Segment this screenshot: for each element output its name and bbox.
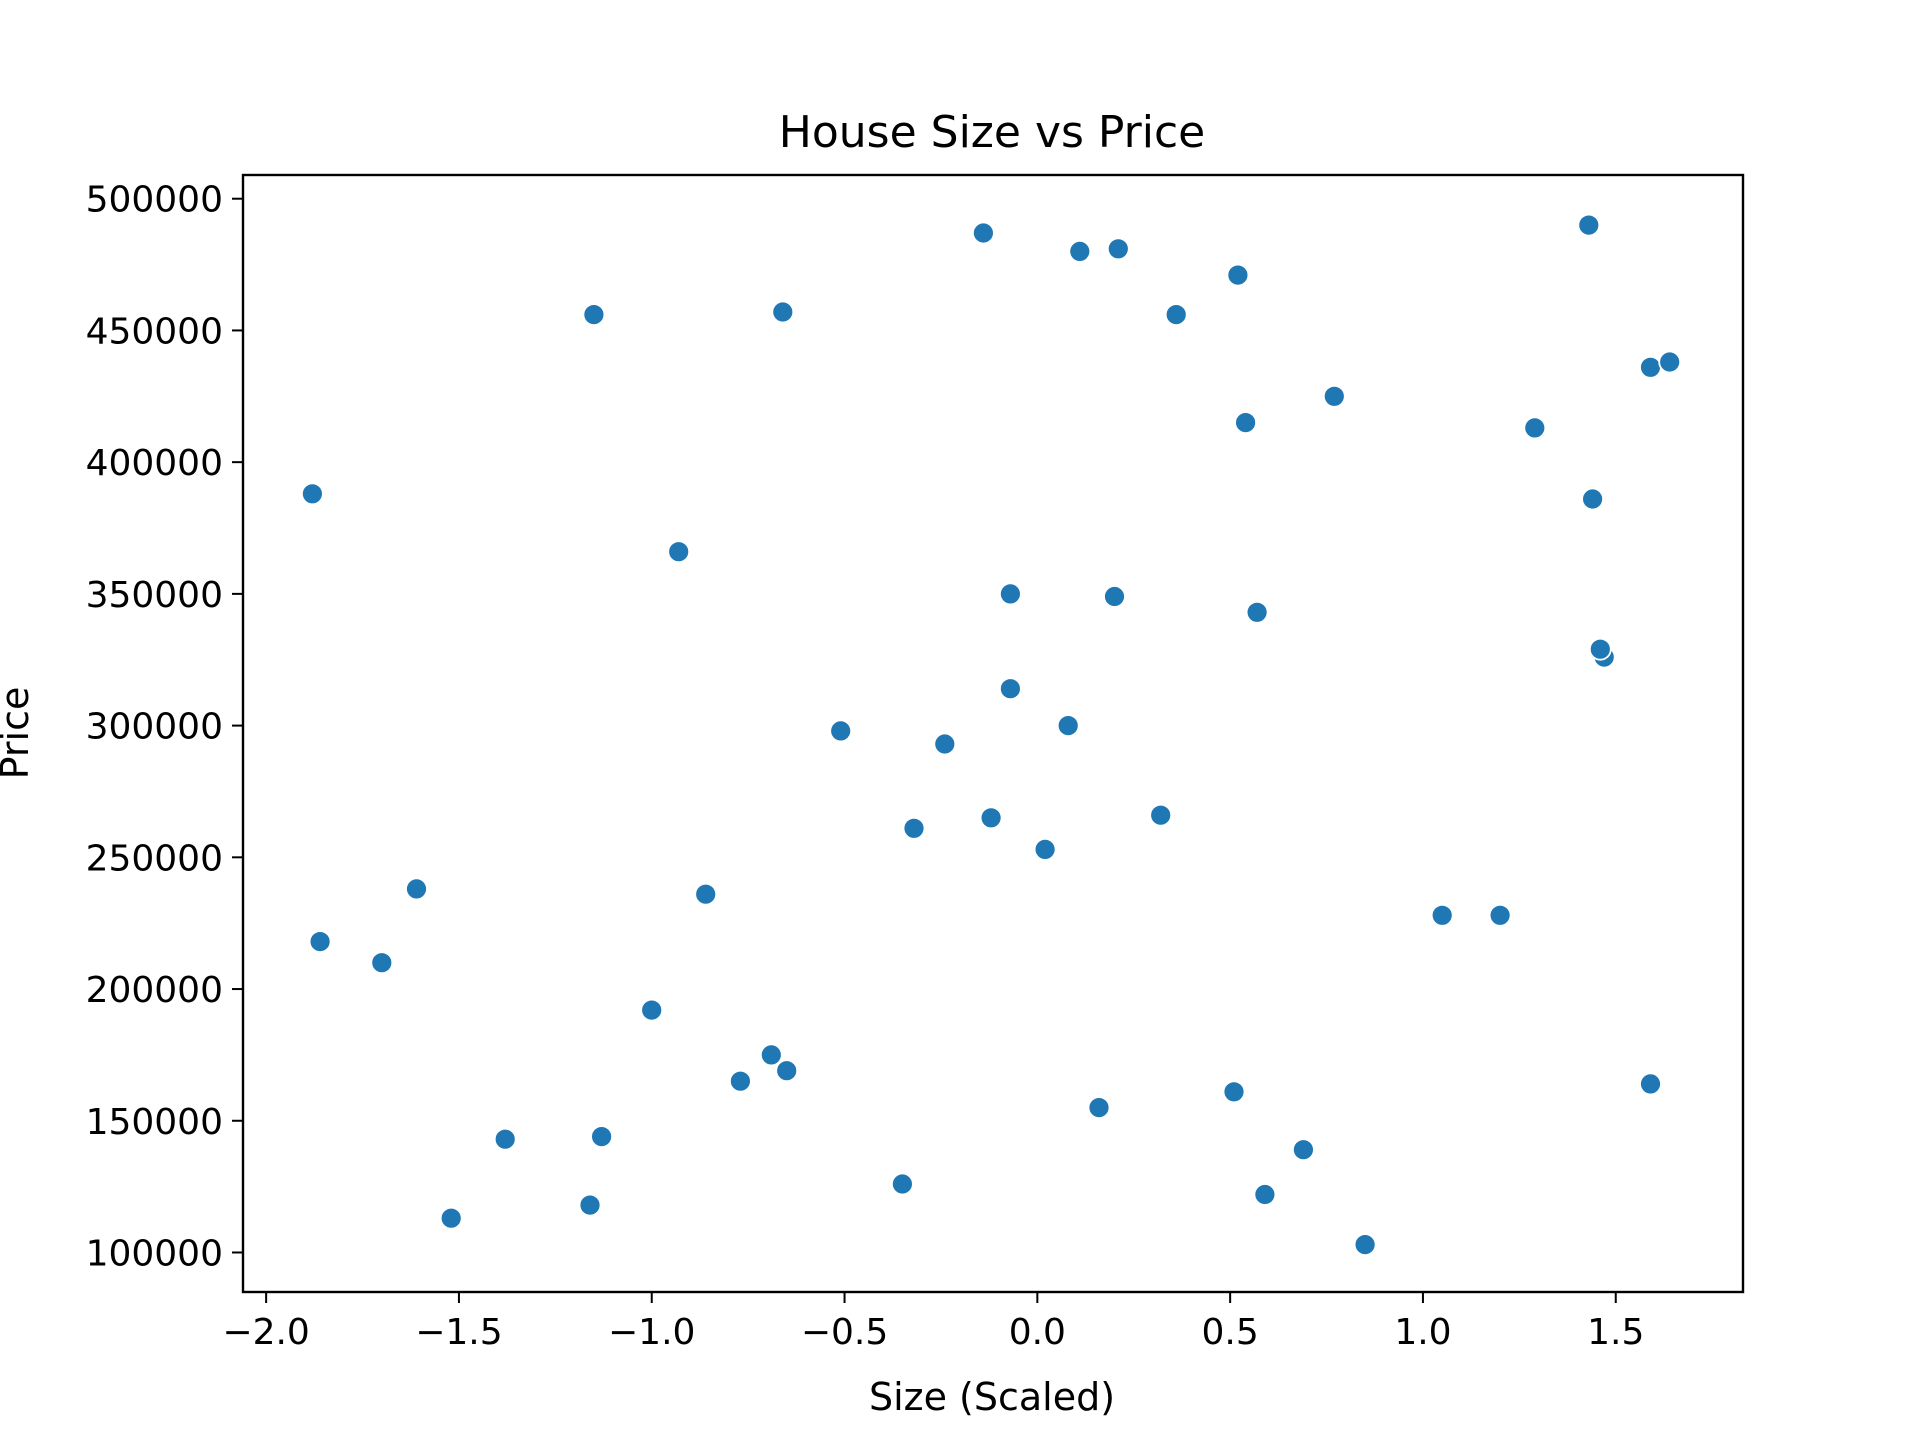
data-point [759, 1043, 783, 1067]
y-tick-label: 100000 [86, 1233, 223, 1274]
data-point [1056, 714, 1080, 737]
data-point [1430, 903, 1454, 927]
data-point [300, 482, 324, 506]
data-point [891, 1172, 914, 1196]
data-point [1103, 585, 1126, 608]
x-tick-label: −1.5 [415, 1312, 502, 1353]
data-point [999, 677, 1022, 701]
data-point [493, 1127, 517, 1151]
data-point [1253, 1183, 1277, 1206]
data-point [1488, 903, 1512, 927]
data-point [1068, 239, 1092, 263]
data-point [729, 1069, 752, 1093]
data-point [590, 1125, 613, 1148]
y-tick-label: 450000 [86, 311, 223, 352]
y-axis-label: Price [0, 687, 37, 780]
data-point [1322, 384, 1346, 408]
data-point [775, 1059, 799, 1083]
data-point [829, 719, 853, 743]
y-tick-label: 250000 [86, 838, 223, 879]
x-axis-ticks: −2.0 −1.5 −1.0 −0.5 0.0 0.5 1.0 1.5 [222, 1292, 1644, 1353]
data-point [1222, 1080, 1246, 1104]
y-axis-ticks: 100000 150000 200000 250000 300000 350000 4000… [86, 180, 243, 1274]
y-tick-label: 200000 [86, 970, 223, 1011]
y-tick-label: 400000 [86, 443, 223, 484]
data-point [979, 806, 1003, 830]
data-point [1581, 487, 1604, 511]
data-point [1106, 237, 1130, 261]
data-point [1087, 1096, 1111, 1119]
data-point [1639, 1072, 1662, 1096]
data-point [1577, 213, 1601, 237]
x-tick-label: 0.5 [1202, 1312, 1259, 1353]
data-point [1234, 411, 1257, 435]
x-tick-label: 0.0 [1009, 1312, 1066, 1353]
data-point [578, 1193, 602, 1217]
x-tick-label: −1.0 [608, 1312, 695, 1353]
data-point [1149, 803, 1173, 827]
data-point [1658, 350, 1682, 374]
data-point [902, 816, 926, 840]
chart-title: House Size vs Price [779, 107, 1205, 158]
x-axis-label: Size (Scaled) [869, 1375, 1115, 1419]
data-point [694, 882, 718, 906]
y-tick-label: 300000 [86, 707, 223, 748]
data-point [771, 300, 795, 324]
x-tick-label: −0.5 [801, 1312, 888, 1353]
data-point [439, 1206, 463, 1230]
y-tick-label: 350000 [86, 575, 223, 616]
data-point [1353, 1233, 1377, 1256]
x-tick-label: 1.0 [1394, 1312, 1451, 1353]
data-point [1292, 1138, 1315, 1162]
data-point [1523, 416, 1547, 440]
data-point [972, 221, 995, 245]
y-tick-label: 150000 [86, 1102, 223, 1143]
data-point [1639, 355, 1662, 379]
data-point [1245, 600, 1269, 624]
data-point [1033, 838, 1057, 861]
data-point [405, 877, 428, 901]
data-point [1226, 263, 1250, 287]
data-point [308, 930, 332, 953]
x-tick-label: 1.5 [1587, 1312, 1644, 1353]
data-points [300, 213, 1682, 1256]
data-point [667, 540, 691, 564]
data-point [1164, 303, 1188, 327]
plot-area-frame [241, 173, 1745, 1294]
data-point [640, 998, 664, 1022]
data-point [999, 582, 1022, 606]
data-point [582, 303, 606, 327]
data-point [1588, 637, 1612, 661]
data-point [933, 732, 957, 756]
data-point [370, 951, 394, 975]
x-tick-label: −2.0 [222, 1312, 309, 1353]
y-tick-label: 500000 [86, 180, 223, 221]
